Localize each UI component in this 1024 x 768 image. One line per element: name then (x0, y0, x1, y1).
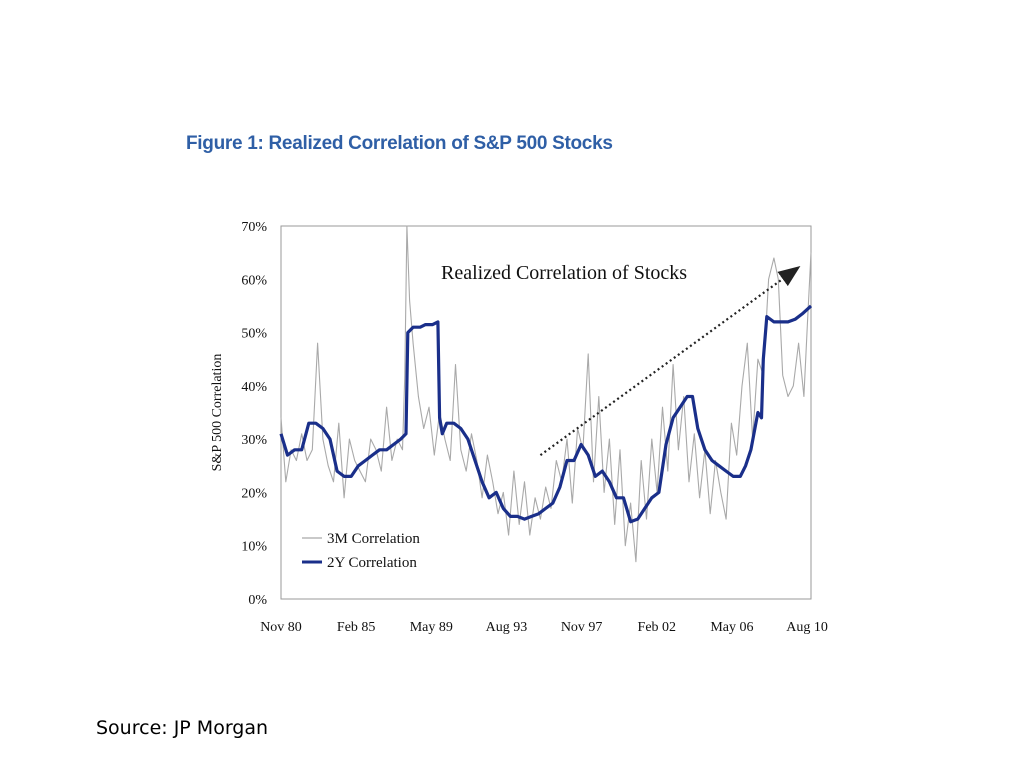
legend-label-2y: 2Y Correlation (327, 555, 417, 571)
x-axis-ticks: Nov 80 Feb 85 May 89 Aug 93 Nov 97 Feb 02 May … (260, 620, 828, 635)
x-tick-label: May 89 (410, 620, 453, 635)
x-tick-label: Aug 10 (786, 620, 828, 635)
x-tick-label: May 06 (710, 620, 753, 635)
y-tick-label: 20% (241, 486, 267, 501)
legend: 3M Correlation 2Y Correlation (302, 531, 420, 571)
y-tick-label: 30% (241, 433, 267, 448)
x-tick-label: Nov 80 (260, 620, 302, 635)
series-layer (279, 225, 813, 563)
series-3m-line (280, 225, 812, 563)
y-tick-label: 10% (241, 540, 267, 555)
y-tick-label: 60% (241, 273, 267, 288)
y-tick-label: 40% (241, 380, 267, 395)
figure-title: Figure 1: Realized Correlation of S&P 50… (186, 133, 613, 154)
y-axis-ticks: 0% 10% 20% 30% 40% 50% 60% 70% (241, 220, 267, 608)
x-tick-label: Feb 02 (638, 620, 677, 635)
y-axis-label: S&P 500 Correlation (210, 354, 225, 472)
y-tick-label: 0% (248, 593, 267, 608)
source-note: Source: JP Morgan (96, 717, 269, 739)
plot-frame (280, 225, 812, 600)
x-tick-label: Feb 85 (337, 620, 376, 635)
x-tick-label: Aug 93 (486, 620, 528, 635)
annotation-text: Realized Correlation of Stocks (441, 262, 687, 284)
y-tick-label: 70% (241, 220, 267, 235)
series-2y-line (279, 304, 813, 524)
legend-label-3m: 3M Correlation (327, 531, 420, 547)
x-tick-label: Nov 97 (561, 620, 603, 635)
y-tick-label: 50% (241, 327, 267, 342)
